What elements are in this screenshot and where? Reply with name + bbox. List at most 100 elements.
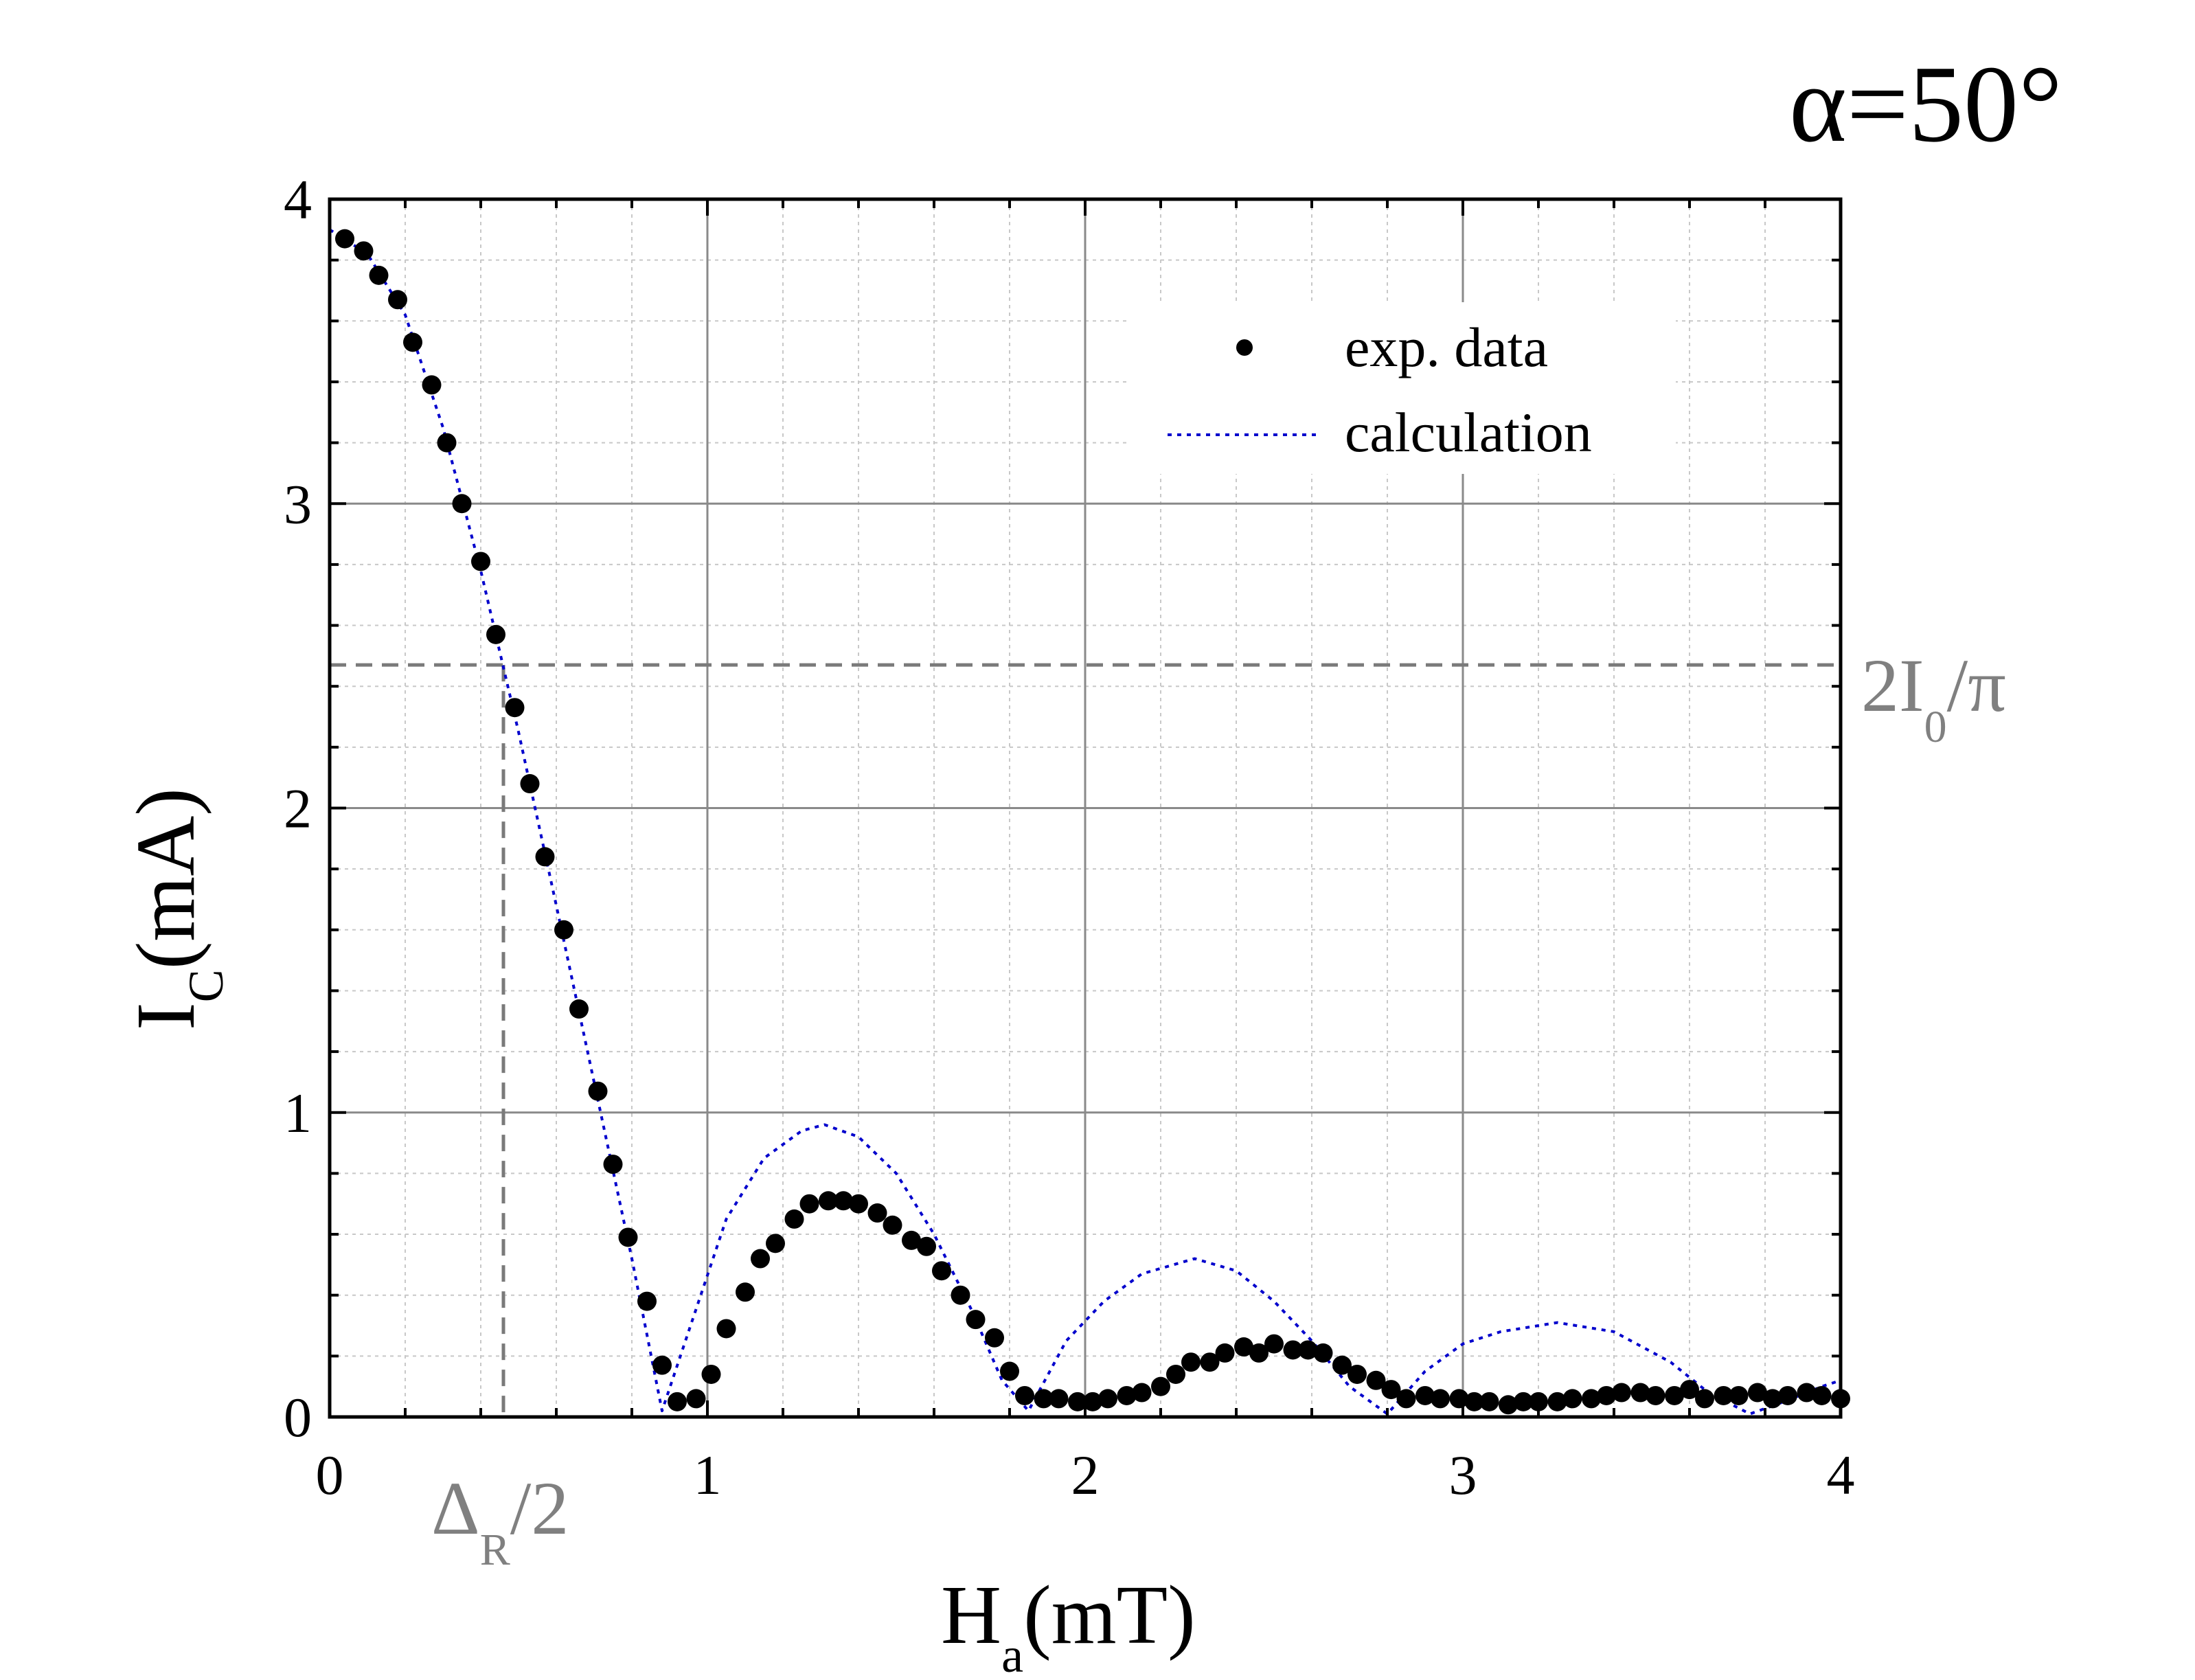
x-tick-label: 0 — [316, 1444, 344, 1506]
exp-data-point — [471, 552, 490, 571]
exp-data-point — [618, 1227, 638, 1247]
calculation-line — [328, 228, 1841, 1416]
exp-data-point — [1381, 1380, 1401, 1400]
exp-data-point — [1034, 1389, 1054, 1409]
exp-data-point — [867, 1203, 887, 1223]
exp-data-point — [834, 1191, 853, 1211]
exp-data-point — [535, 847, 555, 867]
y-tick-label: 1 — [284, 1082, 312, 1144]
exp-data-point — [603, 1155, 623, 1174]
exp-data-point — [569, 999, 589, 1019]
exp-data-point — [1283, 1340, 1303, 1360]
horizontal-ref-tail: /π — [1947, 644, 2006, 727]
exp-data-point — [1083, 1392, 1102, 1411]
exp-data-point — [637, 1291, 657, 1311]
exp-data-point — [1695, 1389, 1714, 1409]
reference-lines — [330, 663, 1841, 1417]
exp-data-point — [403, 332, 422, 352]
exp-data-point — [917, 1236, 936, 1256]
exp-data-point — [1797, 1383, 1817, 1403]
y-tick-label: 4 — [284, 168, 312, 231]
exp-data-point — [1464, 1392, 1484, 1411]
exp-data-point — [1000, 1361, 1019, 1381]
vertical-ref-main: Δ — [431, 1466, 480, 1550]
x-axis-unit: (mT) — [1023, 1569, 1196, 1661]
exp-data-point — [1714, 1385, 1733, 1405]
y-axis-var: I — [120, 1002, 212, 1030]
legend-exp-label: exp. data — [1345, 316, 1548, 378]
exp-data-point — [520, 774, 540, 794]
exp-data-point — [1812, 1385, 1832, 1405]
exp-data-point — [1366, 1370, 1386, 1390]
exp-data-point — [1396, 1389, 1416, 1409]
exp-data-point — [1200, 1352, 1220, 1372]
exp-data-point — [784, 1209, 804, 1229]
exp-data-point — [554, 920, 573, 940]
exp-data-point — [1646, 1385, 1665, 1405]
exp-data-point — [335, 229, 354, 249]
exp-data-point — [1049, 1389, 1069, 1409]
exp-data-point — [668, 1392, 687, 1411]
exp-data-point — [1166, 1364, 1185, 1384]
y-axis-sub: C — [179, 969, 234, 1002]
exp-data-point — [1562, 1389, 1582, 1409]
exp-data-point — [966, 1310, 986, 1330]
exp-data-point — [751, 1249, 770, 1269]
exp-data-point — [1778, 1385, 1797, 1405]
exp-data-point — [1499, 1395, 1518, 1415]
exp-data-point — [1313, 1343, 1333, 1363]
y-axis-unit: (mA) — [120, 788, 212, 969]
horizontal-ref-sub: 0 — [1924, 702, 1947, 752]
exp-data-point — [1665, 1385, 1684, 1405]
exp-data-point — [1547, 1392, 1567, 1411]
exp-data-point — [1117, 1385, 1137, 1405]
y-tick-label: 2 — [284, 777, 312, 840]
exp-data-point — [1479, 1392, 1499, 1411]
exp-data-point — [1347, 1364, 1367, 1384]
exp-data-point — [1098, 1389, 1117, 1409]
x-axis-title: Ha(mT) — [941, 1569, 1196, 1680]
legend: exp. data calculation — [1126, 302, 1676, 474]
exp-data-point — [588, 1081, 608, 1101]
legend-exp-marker — [1236, 339, 1253, 356]
exp-data-point — [736, 1282, 755, 1302]
horizontal-ref-main: 2I — [1861, 644, 1924, 727]
x-tick-label: 4 — [1827, 1444, 1855, 1506]
exp-data-point — [505, 698, 525, 718]
exp-data-point — [1630, 1383, 1650, 1403]
exp-data-point — [1249, 1343, 1269, 1363]
exp-data-point — [369, 265, 389, 285]
exp-data-point — [1582, 1389, 1601, 1409]
exp-data-point — [1597, 1385, 1616, 1405]
exp-data-point — [686, 1389, 706, 1409]
y-tick-label: 3 — [284, 473, 312, 535]
x-tick-label: 1 — [694, 1444, 722, 1506]
exp-data-point — [422, 375, 442, 395]
exp-data-point — [716, 1319, 736, 1339]
alpha-annotation: α=50° — [1789, 43, 2062, 165]
exp-data-point — [1748, 1383, 1767, 1403]
axis-tick-labels: 0 1 2 3 4 0 1 2 3 4 — [284, 168, 1855, 1506]
exp-data-point — [1529, 1392, 1548, 1411]
exp-data-point — [437, 433, 457, 453]
exp-data-point — [766, 1234, 785, 1253]
y-tick-label: 0 — [284, 1386, 312, 1449]
exp-data-point — [1514, 1392, 1533, 1411]
y-axis-title: IC(mA) — [120, 788, 234, 1030]
exp-data-point — [1215, 1343, 1235, 1363]
legend-calc-label: calculation — [1345, 401, 1592, 464]
exp-data-point — [1181, 1352, 1201, 1372]
exp-data-series — [335, 229, 1850, 1415]
exp-data-point — [1415, 1385, 1435, 1405]
exp-data-point — [1332, 1355, 1352, 1375]
exp-data-point — [701, 1364, 721, 1384]
x-tick-label: 2 — [1071, 1444, 1100, 1506]
exp-data-point — [486, 624, 505, 644]
exp-data-point — [819, 1191, 838, 1211]
exp-data-point — [1729, 1385, 1749, 1405]
exp-data-point — [1068, 1392, 1087, 1411]
exp-data-point — [1132, 1383, 1152, 1403]
exp-data-point — [1612, 1383, 1631, 1403]
exp-data-point — [902, 1230, 921, 1250]
